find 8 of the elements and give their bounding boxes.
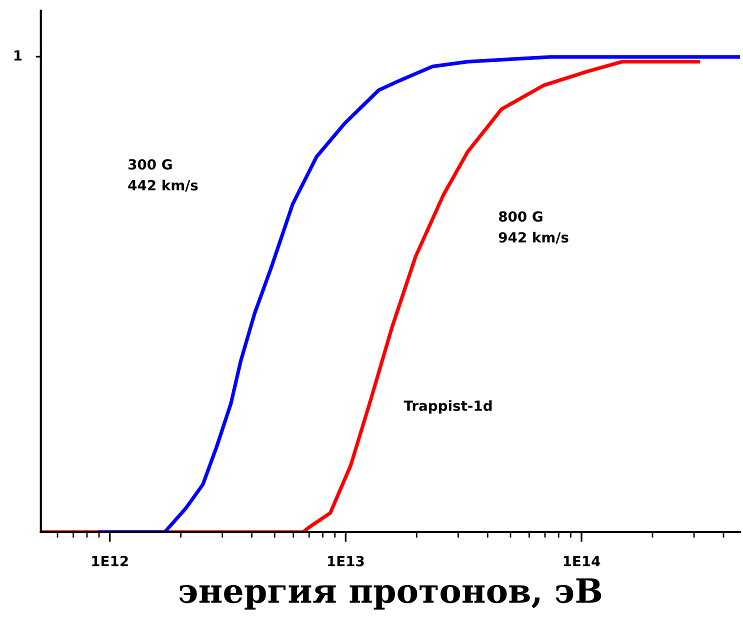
text: 1 bbox=[14, 50, 22, 61]
x-axis-title: энергия протонов, эВ bbox=[179, 578, 602, 610]
x-tick-label: 1E14 bbox=[564, 556, 600, 566]
annotation: 800 G 942 km/s bbox=[498, 211, 568, 244]
x-tick-label: 1E13 bbox=[328, 556, 364, 566]
annotation: Trappist-1d bbox=[404, 400, 492, 414]
annotation: 300 G 442 km/s bbox=[128, 159, 198, 192]
x-tick-label: 1E12 bbox=[92, 556, 128, 566]
